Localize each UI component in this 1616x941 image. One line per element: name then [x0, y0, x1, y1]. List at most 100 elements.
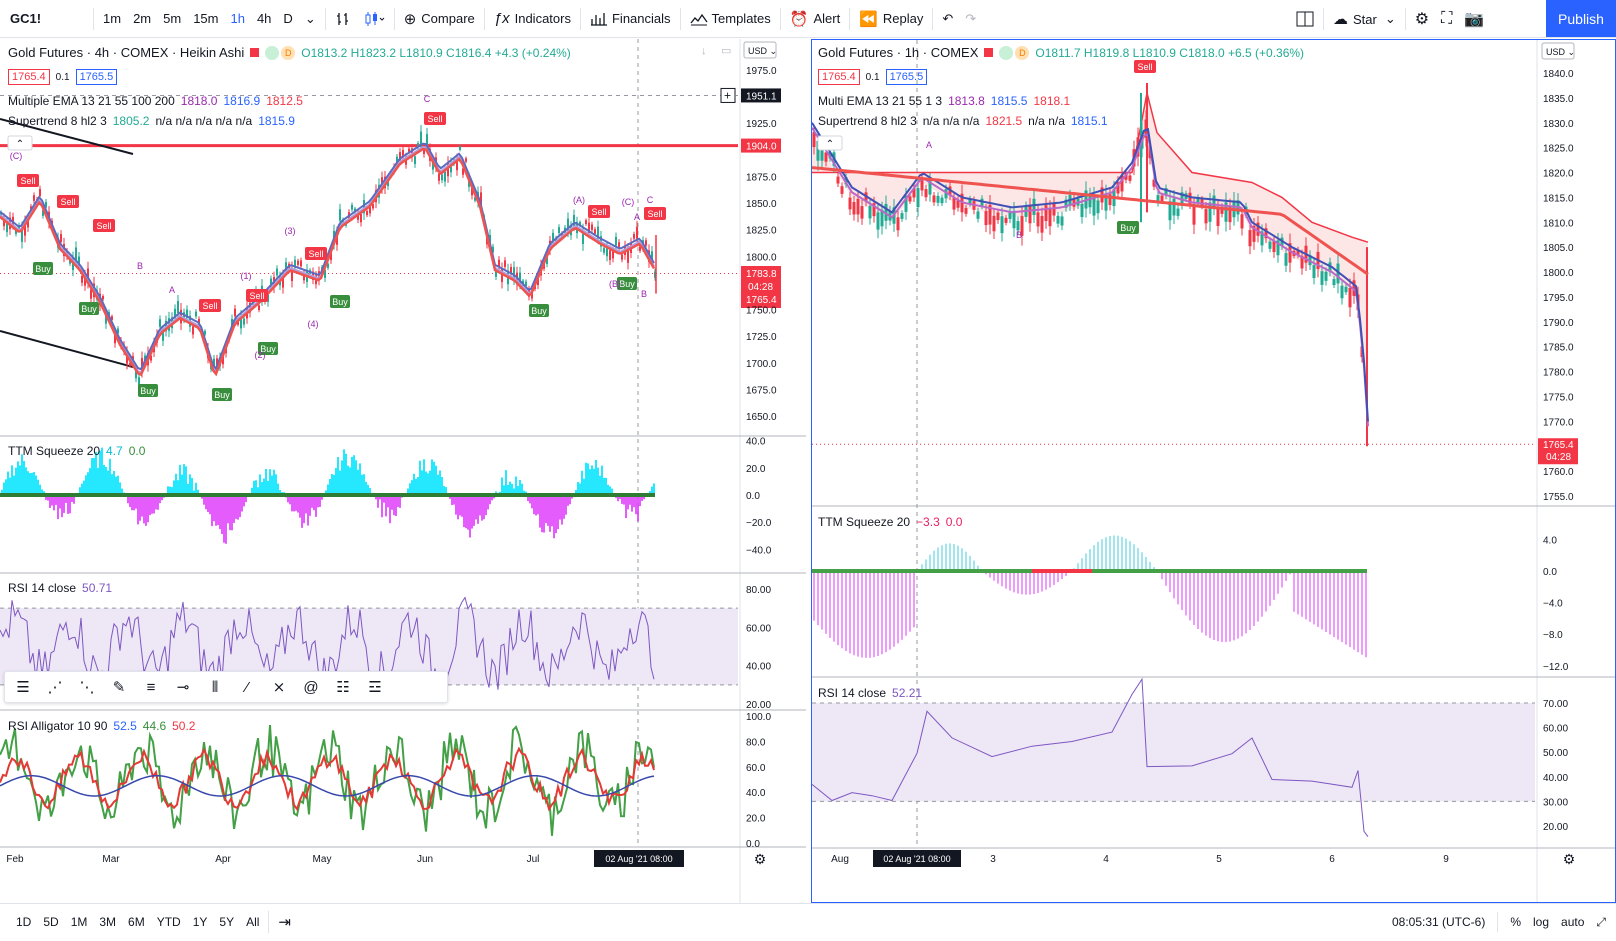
interval-dropdown-icon[interactable]: ⌄: [304, 10, 316, 26]
candle-body: [1012, 210, 1016, 229]
candle-body: [78, 256, 80, 266]
buy-signal-label: Buy: [214, 390, 230, 400]
bid-price[interactable]: 1765.4: [818, 69, 860, 85]
ray-icon[interactable]: ⁄: [245, 678, 249, 696]
spiral-icon[interactable]: @: [303, 678, 319, 696]
range-ytd[interactable]: YTD: [156, 915, 181, 929]
candle-body: [33, 195, 35, 201]
range-5d[interactable]: 5D: [43, 915, 59, 929]
candle-body: [594, 229, 596, 234]
sell-signal: [305, 247, 327, 260]
flag-icon[interactable]: [984, 48, 994, 57]
candle-body: [1224, 202, 1228, 222]
interval-2m[interactable]: 2m: [133, 11, 152, 26]
layout-icon[interactable]: [1290, 0, 1320, 38]
star-button[interactable]: ☁ Star ⌄: [1327, 0, 1402, 38]
interval-4h[interactable]: 4h: [256, 11, 272, 26]
templates-button[interactable]: Templates: [684, 0, 777, 38]
brush-icon[interactable]: ✎: [112, 679, 126, 696]
candle-body: [1160, 195, 1164, 202]
range-6m[interactable]: 6M: [128, 915, 145, 929]
expand-icon[interactable]: ⤢: [1596, 914, 1606, 929]
candle-body: [351, 204, 353, 210]
bar-style-icon[interactable]: [329, 0, 357, 38]
interval-5m[interactable]: 5m: [163, 11, 182, 26]
percent-toggle[interactable]: %: [1510, 915, 1522, 929]
auto-toggle[interactable]: auto: [1561, 915, 1585, 929]
range-1d[interactable]: 1D: [16, 915, 32, 929]
left-chart-panel[interactable]: USD ⌄ 1975.0 1951.1 1925.0 1904.0 1875.0 1850.…: [0, 39, 806, 903]
left-rsi-legend: RSI 14 close 50.71: [8, 581, 112, 595]
candle-body: [114, 334, 116, 344]
arrow-down-icon: ↓: [701, 45, 707, 57]
trend-lines-icon[interactable]: ☰: [16, 679, 30, 696]
spread-value: 0.1: [865, 71, 880, 83]
flag-icon[interactable]: [250, 48, 260, 57]
candle-body: [372, 204, 374, 209]
alert-button[interactable]: ⏰ Alert: [784, 0, 846, 38]
candle-body: [303, 273, 305, 281]
ask-price[interactable]: 1765.5: [75, 69, 118, 85]
fib-icon[interactable]: ⋰: [47, 679, 63, 696]
drawing-toolbar: ☰ ⋰ ⋱ ✎ ≡ ⊸ ⦀ ⁄ ⨯ @ ☷ ☲: [4, 671, 448, 703]
camera-icon[interactable]: 📷: [1464, 11, 1485, 28]
candle-body: [627, 249, 629, 263]
right-supertrend-legend: Supertrend 8 hl2 3 n/a n/a n/a 1821.5 n/…: [818, 114, 1108, 128]
currency-label: USD ⌄: [1546, 47, 1575, 57]
candle-body: [928, 180, 932, 195]
xabcd-icon[interactable]: ⨯: [272, 679, 286, 696]
range-5y[interactable]: 5Y: [219, 915, 235, 929]
sell-signal: [644, 207, 666, 220]
ask-price[interactable]: 1765.5: [885, 69, 928, 85]
goto-date-icon[interactable]: ⇥: [278, 914, 291, 931]
fullscreen-icon[interactable]: ⛶: [1441, 10, 1453, 27]
candle-body: [402, 149, 404, 158]
channel-icon[interactable]: ≡: [146, 678, 156, 696]
list-icon[interactable]: ☲: [368, 679, 382, 696]
candle-body: [1288, 243, 1292, 263]
candle-body: [276, 268, 278, 276]
redo-icon[interactable]: ↷: [965, 10, 977, 26]
range-all[interactable]: All: [246, 915, 260, 929]
interval-1m[interactable]: 1m: [103, 11, 122, 26]
symbol-search[interactable]: GC1!: [10, 11, 42, 26]
candle-body: [438, 173, 440, 181]
left-supertrend-legend: Supertrend 8 hl2 3 1805.2 n/a n/a n/a n/…: [8, 114, 295, 128]
range-1y[interactable]: 1Y: [192, 915, 208, 929]
candle-body: [366, 211, 368, 216]
range-3m[interactable]: 3M: [99, 915, 117, 929]
candle-body: [87, 268, 89, 282]
vertical-lines-icon[interactable]: ⦀: [211, 678, 219, 696]
time-tick-label: Mar: [102, 854, 120, 865]
pattern-icon[interactable]: ⋱: [79, 679, 95, 696]
right-chart-canvas[interactable]: USD ⌄ 1840.0 1835.0 1830.0 1825.0 1820.0 1815.…: [812, 40, 1615, 902]
undo-icon[interactable]: ↶: [942, 10, 954, 26]
candle-body: [504, 260, 506, 267]
settings-gear-icon[interactable]: ⚙: [1414, 11, 1430, 28]
publish-button[interactable]: Publish: [1546, 0, 1616, 37]
sell-signal: [424, 112, 446, 125]
price-tick-label: 1725.0: [746, 332, 777, 343]
interval-d[interactable]: D: [283, 11, 293, 26]
log-toggle[interactable]: log: [1533, 915, 1550, 929]
compare-button[interactable]: ⊕ Compare: [398, 0, 481, 38]
right-chart-panel[interactable]: USD ⌄ 1840.0 1835.0 1830.0 1825.0 1820.0 1815.…: [811, 39, 1616, 903]
buy-signal-label: Buy: [140, 386, 156, 396]
range-1m[interactable]: 1M: [70, 915, 88, 929]
interval-15m[interactable]: 15m: [193, 11, 219, 26]
left-chart-canvas[interactable]: USD ⌄ 1975.0 1951.1 1925.0 1904.0 1875.0 1850.…: [0, 39, 806, 903]
crosshair-time-tag: [594, 850, 684, 867]
interval-1h[interactable]: 1h: [230, 11, 245, 26]
candle-body: [609, 250, 611, 261]
candle-body: [531, 292, 533, 299]
bid-price[interactable]: 1765.4: [8, 69, 50, 85]
candle-body: [1048, 208, 1052, 227]
indicators-button[interactable]: ƒx Indicators: [488, 0, 577, 38]
financials-button[interactable]: Financials: [584, 0, 677, 38]
candle-body: [399, 152, 401, 161]
replay-button[interactable]: ⏪ Replay: [853, 0, 929, 38]
candle-style-icon[interactable]: [357, 0, 391, 38]
candle-body: [1348, 288, 1352, 308]
text-lines-icon[interactable]: ☷: [336, 679, 350, 696]
horizontal-line-icon[interactable]: ⊸: [176, 679, 190, 696]
